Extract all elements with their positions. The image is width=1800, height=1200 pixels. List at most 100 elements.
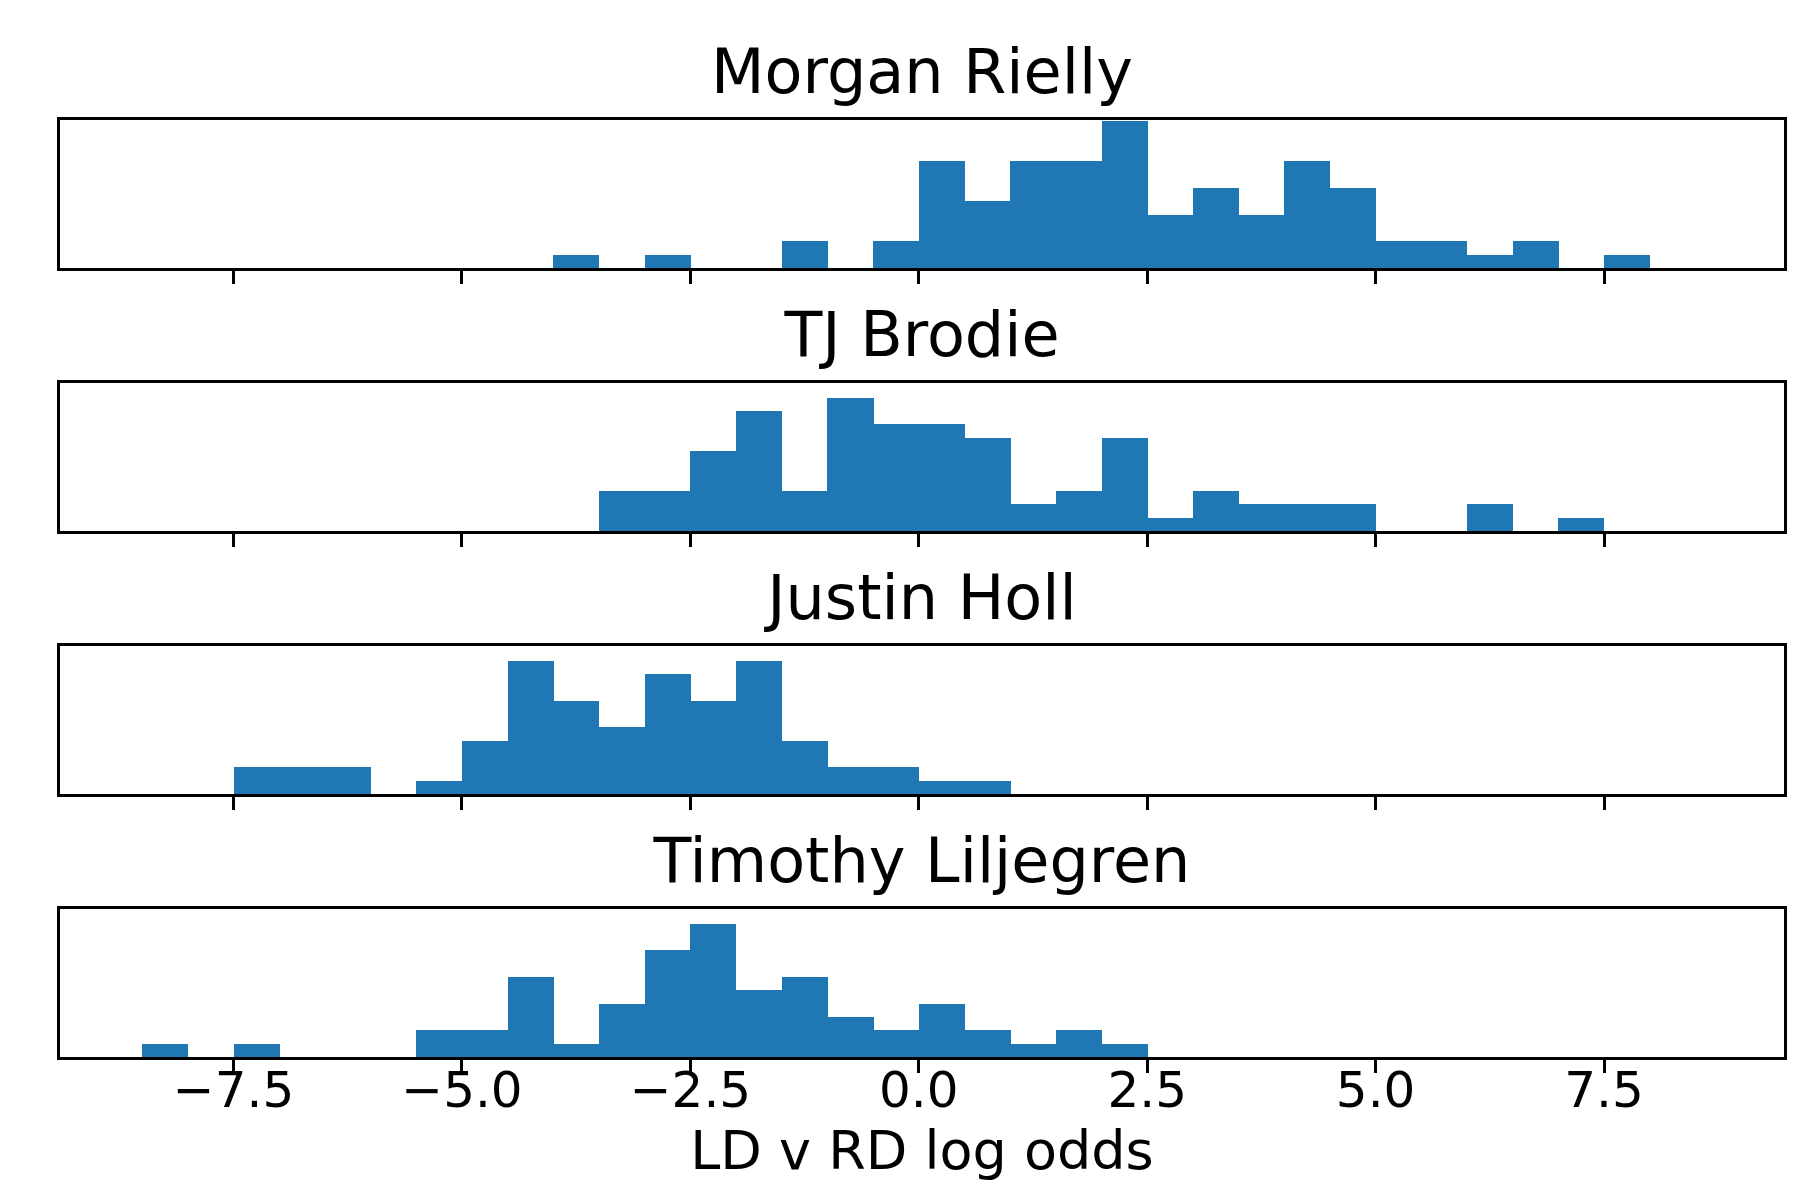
histogram-bar [553,701,599,794]
histogram-bar [1239,504,1285,531]
histogram-bar [1330,188,1376,268]
histogram-bar [599,727,645,794]
histogram-bar [1102,121,1148,268]
x-tick-mark [689,797,692,810]
histogram-bar [553,1044,599,1057]
histogram-bar [1376,241,1422,268]
histogram-bar [325,767,371,794]
x-tick-mark [232,271,235,284]
histogram-bar [279,767,325,794]
histogram-bar [599,1004,645,1057]
histogram-bar [1239,215,1285,268]
histogram-bar [827,767,873,794]
histogram-bar [782,241,828,268]
x-tick-mark [460,1060,463,1073]
x-tick-mark [460,534,463,547]
histogram-bar [827,398,873,531]
histogram-bar [964,201,1010,268]
histogram-bar [1193,491,1239,531]
histogram-bar [599,491,645,531]
x-tick-mark [1374,271,1377,284]
histogram-bar [1467,504,1513,531]
histogram-bar [736,990,782,1057]
histogram-bar [462,741,508,794]
histogram-bar [462,1030,508,1057]
histogram-bar [782,741,828,794]
histogram-bar [736,661,782,794]
histogram-bar [142,1044,188,1057]
histogram-bar [827,1017,873,1057]
subplot-justin-holl: Justin Holl [57,643,1787,797]
histogram-bar [1467,255,1513,268]
x-tick-mark [1146,534,1149,547]
x-tick-mark [1603,271,1606,284]
histogram-bar [1513,241,1559,268]
x-tick-mark [1603,1060,1606,1073]
histogram-bar [553,255,599,268]
x-tick-mark [917,534,920,547]
x-tick-mark [460,271,463,284]
x-tick-mark [232,1060,235,1073]
histogram-bar [782,491,828,531]
x-tick-mark [460,797,463,810]
x-tick-mark [1374,1060,1377,1073]
histogram-bar [919,781,965,794]
x-tick-mark [1374,797,1377,810]
subplot-morgan-rielly: Morgan Rielly [57,117,1787,271]
subplot-title: Justin Holl [57,561,1787,635]
histogram-bar [1421,241,1467,268]
subplot-title: Morgan Rielly [57,35,1787,109]
x-tick-mark [689,1060,692,1073]
histogram-bar [1558,518,1604,531]
x-tick-mark [1146,1060,1149,1073]
subplot-title: TJ Brodie [57,298,1787,372]
histogram-bar [508,977,554,1057]
histogram-bar [1010,1044,1056,1057]
subplot-tj-brodie: TJ Brodie [57,380,1787,534]
histogram-bar [1102,1044,1148,1057]
histogram-bar [1010,504,1056,531]
x-tick-mark [1374,534,1377,547]
histogram-bar [645,950,691,1057]
histogram-bar [508,661,554,794]
histogram-bar [873,424,919,531]
histogram-bar [873,1030,919,1057]
histogram-bar [1604,255,1650,268]
x-tick-mark [917,1060,920,1073]
x-tick-mark [1603,534,1606,547]
histogram-bar [1284,504,1330,531]
x-tick-mark [1603,797,1606,810]
x-axis-label: LD v RD log odds [57,1122,1787,1180]
histogram-bar [919,1004,965,1057]
figure-canvas: Morgan Rielly TJ Brodie Justin Holl Timothy… [0,0,1800,1200]
histogram-bar [645,255,691,268]
histogram-bar [416,781,462,794]
subplot-title: Timothy Liljegren [57,824,1787,898]
histogram-bar [873,767,919,794]
histogram-bar [964,781,1010,794]
x-tick-mark [917,797,920,810]
histogram-bar [782,977,828,1057]
histogram-bar [919,161,965,268]
histogram-bar [1056,161,1102,268]
histogram-bar [234,1044,280,1057]
histogram-bar [1056,491,1102,531]
x-tick-mark [689,534,692,547]
subplot-timothy-liljegren: Timothy Liljegren [57,906,1787,1060]
histogram-bar [645,491,691,531]
histogram-bar [736,411,782,531]
histogram-bar [1102,438,1148,531]
histogram-bar [690,924,736,1057]
histogram-bar [1010,161,1056,268]
histogram-bar [1147,518,1193,531]
histogram-bar [873,241,919,268]
histogram-bar [416,1030,462,1057]
x-tick-mark [917,271,920,284]
histogram-bar [1330,504,1376,531]
histogram-bar [234,767,280,794]
x-tick-mark [232,797,235,810]
histogram-bar [1284,161,1330,268]
x-tick-mark [689,271,692,284]
histogram-bar [690,701,736,794]
histogram-bar [690,451,736,531]
